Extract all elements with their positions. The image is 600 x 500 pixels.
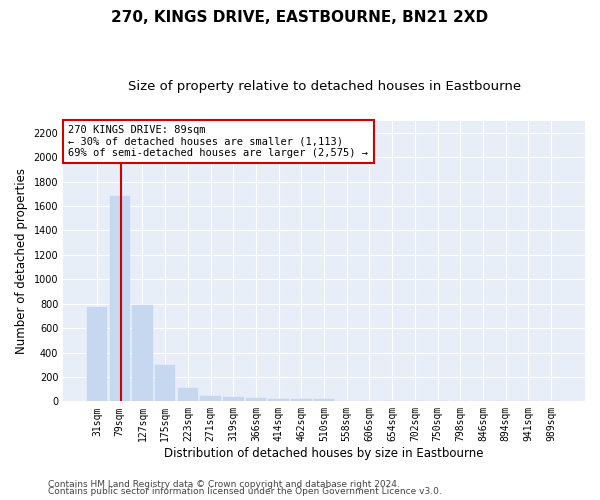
Bar [155, 364, 175, 402]
Text: Contains public sector information licensed under the Open Government Licence v3: Contains public sector information licen… [48, 487, 442, 496]
Bar [87, 308, 107, 402]
Y-axis label: Number of detached properties: Number of detached properties [15, 168, 28, 354]
Title: Size of property relative to detached houses in Eastbourne: Size of property relative to detached ho… [128, 80, 521, 93]
Text: 270 KINGS DRIVE: 89sqm
← 30% of detached houses are smaller (1,113)
69% of semi-: 270 KINGS DRIVE: 89sqm ← 30% of detached… [68, 125, 368, 158]
Text: Contains HM Land Registry data © Crown copyright and database right 2024.: Contains HM Land Registry data © Crown c… [48, 480, 400, 489]
Bar [178, 388, 198, 402]
Text: 270, KINGS DRIVE, EASTBOURNE, BN21 2XD: 270, KINGS DRIVE, EASTBOURNE, BN21 2XD [112, 10, 488, 25]
Bar [200, 396, 221, 402]
Bar [291, 398, 311, 402]
X-axis label: Distribution of detached houses by size in Eastbourne: Distribution of detached houses by size … [164, 447, 484, 460]
Bar [132, 305, 153, 402]
Bar [268, 398, 289, 402]
Bar [110, 196, 130, 402]
Bar [314, 399, 334, 402]
Bar [223, 398, 244, 402]
Bar [246, 398, 266, 402]
